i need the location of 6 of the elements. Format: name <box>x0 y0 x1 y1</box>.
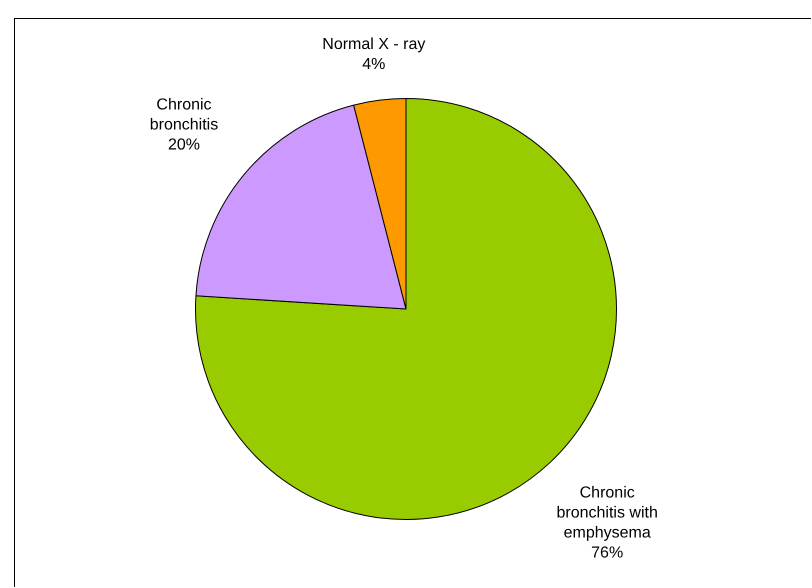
data-label: 20% <box>168 136 200 154</box>
data-label: 76% <box>591 544 624 562</box>
slice-label: Chronic bronchitis <box>150 96 218 134</box>
slice-label: Chronic bronchitis with emphysema <box>556 484 658 542</box>
data-label: 4% <box>362 56 386 73</box>
slice-label: Normal X - ray <box>322 36 426 53</box>
